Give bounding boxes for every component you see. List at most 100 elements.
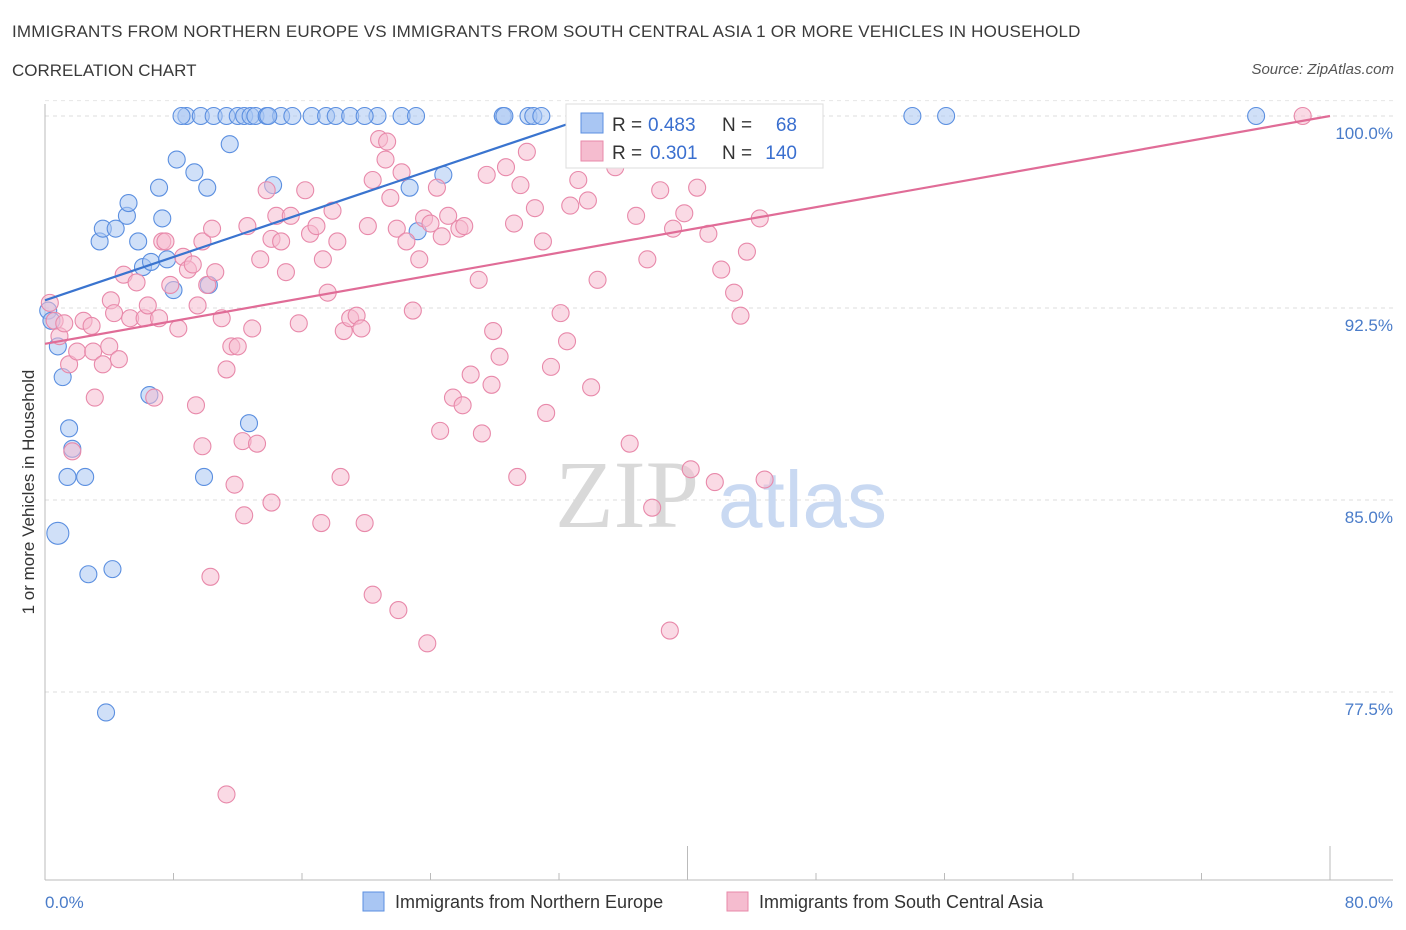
point-south-central-asia-114	[355, 513, 374, 533]
point-south-central-asia-121	[472, 424, 491, 443]
chart-subtitle: CORRELATION CHART	[12, 61, 197, 80]
point-south-central-asia-47	[272, 232, 291, 251]
point-south-central-asia-129	[660, 621, 679, 640]
point-northern-europe-27	[198, 178, 217, 197]
point-northern-europe-11	[96, 703, 116, 722]
point-south-central-asia-81	[469, 270, 488, 289]
point-northern-europe-64	[194, 467, 214, 487]
point-northern-europe-8	[46, 521, 70, 545]
point-south-central-asia-43	[251, 250, 270, 269]
point-south-central-asia-42	[247, 434, 267, 453]
y-axis-title: 1 or more Vehicles in Household	[19, 370, 38, 615]
point-south-central-asia-139	[186, 396, 206, 415]
point-south-central-asia-14	[105, 304, 124, 323]
point-south-central-asia-5	[63, 442, 82, 461]
point-south-central-asia-117	[389, 601, 408, 620]
stats-swatch-blue	[580, 112, 604, 134]
point-south-central-asia-132	[731, 306, 750, 325]
point-south-central-asia-94	[569, 170, 588, 190]
watermark-zip: ZIP	[555, 441, 699, 548]
point-northern-europe-58	[903, 106, 922, 126]
point-northern-europe-67	[355, 106, 374, 126]
axes	[44, 104, 1393, 881]
point-south-central-asia-53	[307, 217, 326, 236]
point-south-central-asia-74	[427, 178, 446, 197]
point-south-central-asia-11	[93, 355, 112, 374]
point-south-central-asia-136	[235, 506, 254, 525]
data-points	[39, 106, 1312, 804]
watermark-atlas: atlas	[718, 455, 887, 544]
trend-line-south-central-asia	[44, 114, 1331, 345]
point-northern-europe-17	[129, 232, 148, 251]
point-south-central-asia-130	[681, 460, 700, 479]
point-south-central-asia-91	[541, 357, 561, 376]
source-credit: Source: ZipAtlas.com	[1251, 61, 1394, 78]
point-south-central-asia-29	[183, 255, 202, 274]
point-south-central-asia-10	[85, 388, 104, 407]
point-northern-europe-59	[937, 106, 956, 126]
point-south-central-asia-65	[376, 150, 395, 169]
x-tick-label-max: 80.0%	[1345, 893, 1393, 912]
point-south-central-asia-116	[378, 132, 397, 151]
point-south-central-asia-76	[439, 206, 458, 225]
point-south-central-asia-86	[504, 214, 524, 233]
point-south-central-asia-120	[453, 396, 472, 415]
point-south-central-asia-41	[243, 319, 262, 338]
point-northern-europe-51	[495, 106, 514, 126]
y-tick-label-0: 100.0%	[1335, 124, 1393, 143]
point-south-central-asia-79	[455, 217, 474, 236]
y-tick-label-3: 77.5%	[1345, 700, 1393, 719]
point-south-central-asia-119	[431, 421, 450, 440]
point-south-central-asia-69	[397, 232, 416, 251]
point-south-central-asia-57	[328, 232, 347, 251]
point-south-central-asia-96	[588, 270, 607, 289]
point-south-central-asia-83	[484, 321, 503, 341]
point-south-central-asia-21	[145, 388, 164, 407]
point-south-central-asia-71	[410, 250, 429, 269]
point-south-central-asia-12	[100, 337, 119, 356]
point-northern-europe-14	[106, 219, 125, 238]
point-northern-europe-4	[60, 419, 79, 438]
point-south-central-asia-25	[161, 275, 180, 295]
point-south-central-asia-112	[312, 513, 331, 533]
stats-n-label-2: N =	[722, 143, 752, 164]
point-northern-europe-20	[149, 178, 169, 197]
point-south-central-asia-105	[688, 178, 707, 197]
point-south-central-asia-61	[352, 319, 371, 338]
point-northern-europe-9	[79, 565, 98, 584]
stats-n-value-2: 140	[765, 143, 797, 164]
point-south-central-asia-90	[533, 232, 552, 251]
point-south-central-asia-125	[557, 332, 577, 351]
chart-title: IMMIGRANTS FROM NORTHERN EUROPE VS IMMIG…	[12, 22, 1081, 41]
point-northern-europe-63	[172, 106, 191, 126]
point-south-central-asia-104	[675, 204, 694, 223]
stats-r-label-2: R =	[612, 143, 642, 164]
legend-swatch-northern-europe	[362, 891, 385, 912]
point-south-central-asia-30	[188, 296, 207, 315]
point-south-central-asia-33	[203, 219, 222, 238]
point-northern-europe-66	[259, 106, 278, 126]
point-south-central-asia-15	[109, 350, 128, 369]
point-south-central-asia-89	[525, 199, 544, 218]
point-south-central-asia-93	[561, 196, 580, 215]
point-south-central-asia-102	[651, 181, 670, 200]
point-south-central-asia-54	[313, 250, 332, 269]
stats-n-value-1: 68	[776, 115, 797, 136]
stats-r-value-2: 0.301	[650, 143, 698, 164]
stats-box-frame	[565, 103, 824, 169]
point-south-central-asia-133	[755, 470, 774, 489]
point-northern-europe-7	[76, 467, 95, 487]
stats-swatch-pink	[580, 140, 604, 162]
point-northern-europe-25	[185, 163, 204, 182]
point-south-central-asia-3	[55, 314, 74, 333]
legend-swatch-south-central-asia	[726, 891, 749, 912]
point-northern-europe-54	[532, 106, 551, 126]
x-tick-label-min: 0.0%	[45, 893, 84, 912]
point-south-central-asia-113	[331, 467, 350, 487]
point-south-central-asia-140	[193, 437, 212, 456]
trend-line-northern-europe	[44, 112, 600, 302]
point-south-central-asia-18	[127, 273, 146, 292]
point-south-central-asia-108	[725, 283, 744, 302]
point-south-central-asia-80	[461, 365, 480, 384]
